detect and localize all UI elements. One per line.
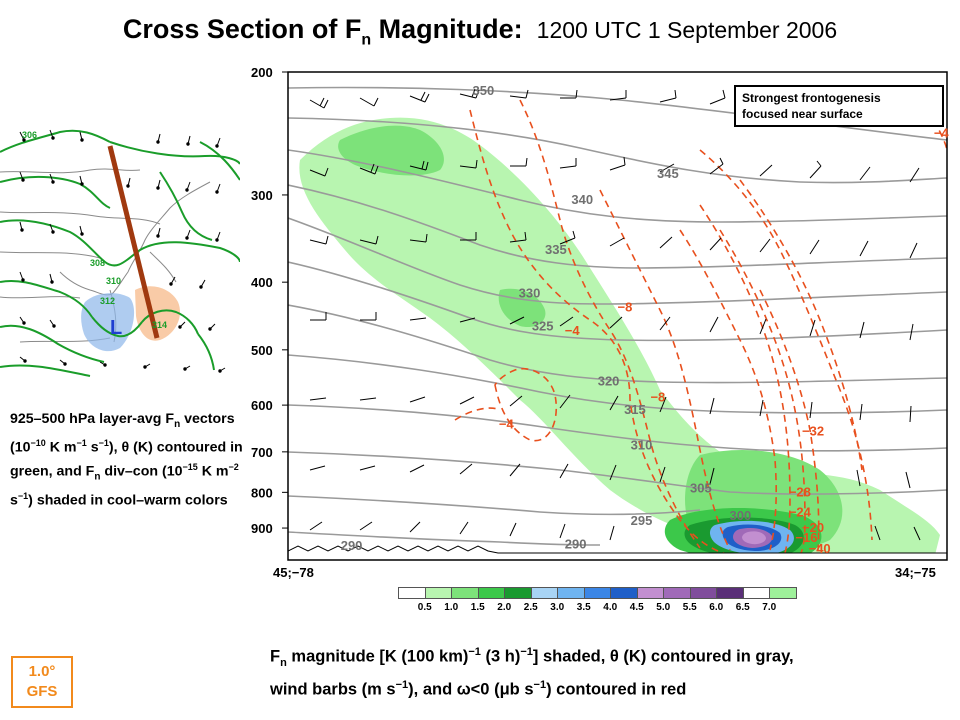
x-endpoint-right: 34;−75	[895, 565, 936, 580]
omega-contour-label: −16	[795, 530, 817, 545]
y-tick-label: 200	[251, 65, 273, 80]
theta-contour-label: 290	[565, 536, 587, 551]
colorbar-label: 1.5	[470, 602, 485, 613]
colorbar-label: 4.5	[629, 602, 644, 613]
theta-contour-label: 300	[730, 508, 752, 523]
title-subscript: n	[361, 31, 372, 49]
colorbar: 0.5 1.0 1.5 2.0 2.5 3.0 3.5 4.0 4.5 5.0 5.5 6.0 6.5 7…	[398, 587, 797, 613]
omega-contour-label: −8	[650, 389, 665, 404]
chart-subtitle: 1200 UTC 1 September 2006	[536, 17, 838, 43]
x-endpoint-left: 45;−78	[273, 565, 314, 580]
theta-contour-label: 295	[631, 513, 653, 528]
theta-contour-label: 325	[532, 319, 554, 334]
colorbar-swatch	[530, 587, 558, 599]
omega-contour-label: −4	[565, 323, 581, 338]
theta-contour-label: 310	[631, 437, 653, 452]
y-tick-label: 700	[251, 445, 273, 460]
colorbar-labels: 0.5 1.0 1.5 2.0 2.5 3.0 3.5 4.0 4.5 5.0 5.5 6.0 6.5 7…	[411, 602, 796, 613]
colorbar-label: 5.5	[682, 602, 697, 613]
terrain	[288, 545, 947, 560]
theta-contour-label: 345	[657, 166, 679, 181]
colorbar-swatch	[689, 587, 717, 599]
y-tick-label: 400	[251, 275, 273, 290]
low-pressure-label: L	[110, 317, 122, 339]
colorbar-swatch	[477, 587, 505, 599]
y-tick-label: 500	[251, 343, 273, 358]
colorbar-swatches	[398, 587, 797, 599]
y-tick-label: 300	[251, 188, 273, 203]
colorbar-swatch	[742, 587, 770, 599]
map-theta-label: 306	[22, 130, 37, 140]
map-theta-label: 312	[100, 296, 115, 306]
inset-map: L 306 308 310 312 314	[0, 112, 240, 388]
theta-contour-label: 290	[341, 538, 363, 553]
omega-contours	[454, 99, 947, 557]
colorbar-swatch	[451, 587, 479, 599]
cross-section-line	[107, 145, 160, 339]
y-tick-label: 600	[251, 398, 273, 413]
colorbar-swatch	[504, 587, 532, 599]
colorbar-swatch	[583, 587, 611, 599]
theta-contour-label: 305	[690, 481, 712, 496]
colorbar-label: 0.5	[417, 602, 432, 613]
inset-coastlines	[0, 168, 211, 343]
colorbar-swatch	[663, 587, 691, 599]
theta-contour-label: 335	[545, 242, 567, 257]
y-tick-label: 900	[251, 521, 273, 536]
colorbar-swatch	[610, 587, 638, 599]
colorbar-swatch	[769, 587, 797, 599]
colorbar-swatch	[557, 587, 585, 599]
y-tick-label: 800	[251, 485, 273, 500]
colorbar-swatch	[424, 587, 452, 599]
cross-section-chart: 200 300 400 500 600 700 800 900 45;−78 34;−75 3…	[251, 65, 950, 580]
omega-contour-label: −32	[802, 424, 824, 439]
omega-contour-label: −40	[809, 541, 831, 556]
colorbar-swatch	[716, 587, 744, 599]
omega-labels: −4 −8 −4 −8 −4 −32 −28 −24−20−16−40	[499, 126, 950, 557]
colorbar-label: 6.5	[735, 602, 750, 613]
title-prefix: Cross Section of F	[122, 14, 362, 44]
colorbar-label: 1.0	[444, 602, 459, 613]
omega-contour-label: −4	[499, 417, 515, 432]
map-theta-label: 308	[90, 258, 105, 268]
colorbar-label: 4.0	[603, 602, 618, 613]
colorbar-swatch	[398, 587, 426, 599]
inset-vectors	[19, 129, 226, 373]
colorbar-label: 2.0	[497, 602, 512, 613]
theta-contour-label: 330	[519, 285, 541, 300]
map-theta-label: 314	[152, 320, 167, 330]
omega-contour-label: −20	[802, 520, 824, 535]
theta-contour-label: 350	[473, 83, 495, 98]
omega-contour-label: −4	[934, 126, 950, 141]
model-badge: 1.0° GFS	[11, 656, 73, 708]
colorbar-label: 3.0	[550, 602, 565, 613]
annotation-line-2: focused near surface	[742, 107, 863, 121]
x-axis: 45;−78 34;−75	[273, 565, 936, 580]
map-theta-label: 310	[106, 276, 121, 286]
inset-caption: 925–500 hPa layer-avg Fn vectors (10−10 …	[10, 411, 243, 509]
chart-title: Cross Section of Fn Magnitude: 1200 UTC 1…	[0, 14, 960, 49]
theta-contour-label: 315	[624, 402, 646, 417]
omega-contour-label: −8	[618, 300, 633, 315]
model-name: GFS	[26, 683, 58, 700]
colorbar-label: 3.5	[576, 602, 591, 613]
colorbar-label: 6.0	[709, 602, 724, 613]
colorbar-label: 2.5	[523, 602, 538, 613]
title-suffix: Magnitude:	[371, 14, 523, 44]
inset-theta-contours	[0, 129, 240, 377]
annotation-box: Strongest frontogenesis focused near sur…	[734, 85, 944, 127]
plot-frame	[287, 71, 948, 561]
annotation-line-1: Strongest frontogenesis	[742, 91, 881, 105]
colorbar-swatch	[636, 587, 664, 599]
colorbar-label: 5.0	[656, 602, 671, 613]
bottom-caption: Fn magnitude [K (100 km)−1 (3 h)−1] shad…	[270, 646, 794, 699]
colorbar-label: 7.0	[762, 602, 777, 613]
theta-labels: 350 345 340 335 330 325 320 315 310 305 300 295 290 2…	[341, 83, 752, 553]
theta-contour-label: 340	[571, 192, 593, 207]
model-resolution: 1.0°	[28, 663, 56, 680]
omega-contour-label: −28	[789, 484, 811, 499]
theta-contour-label: 320	[598, 373, 620, 388]
y-axis: 200 300 400 500 600 700 800 900	[251, 65, 288, 536]
omega-contour-label: −24	[789, 505, 812, 520]
